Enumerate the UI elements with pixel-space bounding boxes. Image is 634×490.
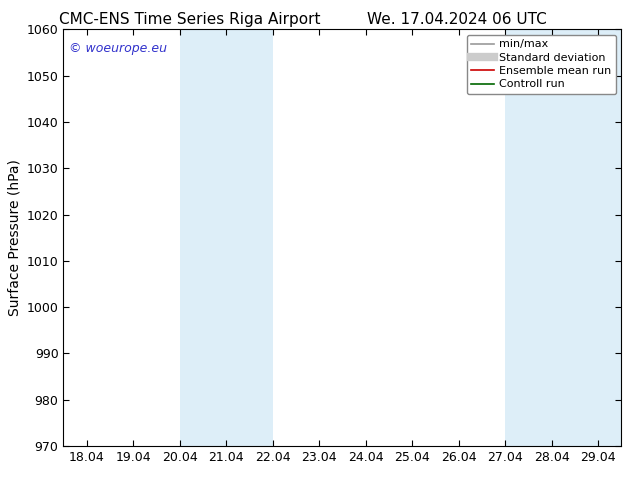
Text: We. 17.04.2024 06 UTC: We. 17.04.2024 06 UTC (366, 12, 547, 27)
Bar (505, 29, 621, 446)
Text: © woeurope.eu: © woeurope.eu (69, 42, 167, 55)
Text: CMC-ENS Time Series Riga Airport: CMC-ENS Time Series Riga Airport (60, 12, 321, 27)
Y-axis label: Surface Pressure (hPa): Surface Pressure (hPa) (7, 159, 21, 316)
Legend: min/max, Standard deviation, Ensemble mean run, Controll run: min/max, Standard deviation, Ensemble me… (467, 35, 616, 94)
Bar (179, 29, 273, 446)
